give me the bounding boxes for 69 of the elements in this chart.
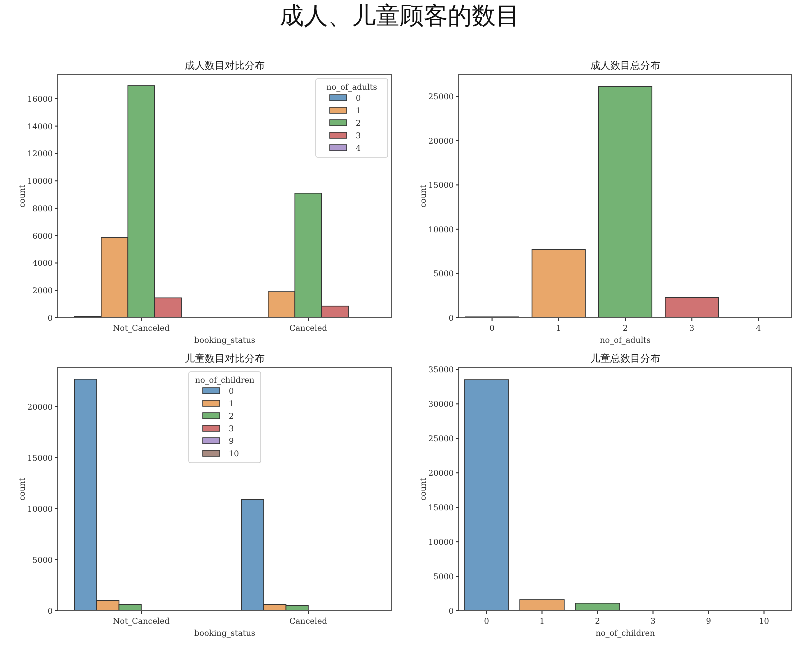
x-tick-label: 3 bbox=[650, 617, 656, 626]
y-tick-label: 10000 bbox=[28, 177, 53, 186]
x-tick-label: 1 bbox=[540, 617, 545, 626]
x-tick-label: 9 bbox=[706, 617, 712, 626]
legend-label: 2 bbox=[356, 119, 362, 128]
y-tick-label: 4000 bbox=[32, 259, 53, 268]
x-axis-title: booking_status bbox=[194, 336, 256, 345]
y-tick-label: 10000 bbox=[428, 225, 454, 234]
legend-label: 1 bbox=[356, 106, 362, 116]
y-axis-title: count bbox=[419, 184, 428, 208]
y-tick-label: 16000 bbox=[28, 94, 53, 104]
y-tick-label: 0 bbox=[48, 314, 53, 323]
y-tick-label: 15000 bbox=[428, 504, 454, 513]
text: 成人、儿童顾客的数目 bbox=[280, 2, 520, 30]
x-tick-label: 2 bbox=[595, 617, 600, 626]
x-axis-title: booking_status bbox=[194, 629, 256, 638]
y-tick-label: 5000 bbox=[32, 556, 53, 565]
legend-label: 9 bbox=[229, 437, 234, 446]
y-axis-title: count bbox=[18, 184, 27, 208]
y-tick-label: 8000 bbox=[32, 204, 53, 214]
legend-title: no_of_children bbox=[195, 376, 255, 385]
legend-label: 10 bbox=[229, 450, 240, 458]
x-tick-label: Canceled bbox=[290, 617, 328, 626]
legend-label: 3 bbox=[229, 424, 234, 434]
x-axis-title: no_of_children bbox=[596, 629, 656, 638]
x-tick-label: Canceled bbox=[290, 324, 328, 333]
x-axis-title: no_of_adults bbox=[600, 336, 651, 345]
y-tick-label: 0 bbox=[448, 607, 454, 616]
x-tick-label: 0 bbox=[484, 617, 490, 626]
y-tick-label: 0 bbox=[448, 314, 454, 323]
y-tick-label: 25000 bbox=[428, 92, 454, 102]
x-tick-label: Not_Canceled bbox=[113, 324, 170, 333]
y-tick-label: 35000 bbox=[428, 366, 454, 375]
y-tick-label: 0 bbox=[48, 607, 53, 616]
y-tick-label: 2000 bbox=[32, 286, 53, 296]
y-tick-label: 6000 bbox=[32, 232, 53, 241]
y-tick-label: 10000 bbox=[28, 504, 53, 514]
x-tick-label: Not_Canceled bbox=[113, 617, 170, 626]
y-tick-label: 10000 bbox=[428, 538, 454, 548]
x-tick-label: 1 bbox=[556, 324, 562, 333]
y-axis-title: count bbox=[18, 477, 27, 501]
y-tick-label: 5000 bbox=[434, 270, 454, 279]
legend-label: 2 bbox=[229, 412, 234, 421]
x-tick-label: 2 bbox=[622, 324, 628, 333]
y-tick-label: 15000 bbox=[428, 181, 454, 190]
y-tick-label: 5000 bbox=[434, 572, 454, 582]
legend-label: 1 bbox=[229, 400, 234, 408]
y-tick-label: 20000 bbox=[28, 402, 53, 412]
y-tick-label: 15000 bbox=[28, 454, 53, 463]
chart-title: 成人数目对比分布 bbox=[185, 60, 265, 72]
chart-title: 儿童总数目分布 bbox=[590, 353, 660, 365]
x-tick-label: 3 bbox=[690, 324, 695, 333]
y-axis-title: count bbox=[419, 477, 428, 501]
x-tick-label: 0 bbox=[490, 324, 495, 333]
chart-title: 成人数目总分布 bbox=[590, 60, 660, 72]
y-tick-label: 14000 bbox=[28, 122, 53, 132]
y-tick-label: 12000 bbox=[28, 150, 53, 159]
legend-label: 0 bbox=[229, 387, 234, 396]
y-tick-label: 20000 bbox=[428, 136, 454, 146]
x-tick-label: 4 bbox=[756, 324, 762, 333]
legend-label: 0 bbox=[356, 94, 362, 103]
x-tick-label: 10 bbox=[759, 617, 770, 626]
y-tick-label: 30000 bbox=[428, 400, 454, 410]
legend-label: 3 bbox=[356, 132, 362, 140]
y-tick-label: 25000 bbox=[428, 434, 454, 444]
y-tick-label: 20000 bbox=[428, 469, 454, 478]
legend-title: no_of_adults bbox=[326, 83, 378, 92]
legend-label: 4 bbox=[356, 144, 362, 153]
chart-title: 儿童数目对比分布 bbox=[185, 353, 265, 365]
